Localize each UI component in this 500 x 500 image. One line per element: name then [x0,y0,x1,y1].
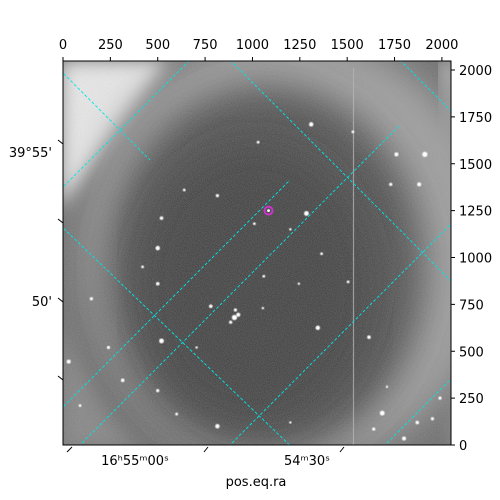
star [233,308,238,312]
star [159,338,164,344]
y-tick-label: 1000 [459,252,492,267]
star [215,424,220,429]
star [159,216,164,220]
dec-tick-label: 39°55' [9,146,52,161]
star [156,389,160,393]
dec-tick [57,375,64,381]
star [304,211,309,216]
star [120,378,125,383]
y-tick-label: 1500 [459,158,492,173]
grid-line [63,61,190,188]
star [385,385,389,389]
star [415,420,420,425]
y-tick-label: 500 [459,345,484,360]
star [346,280,350,284]
dec-tick-label: 50' [32,295,52,310]
ra-tick [66,446,73,453]
star [252,222,256,226]
x-tick-label: 500 [145,38,170,53]
y-tick-label: 250 [459,392,484,407]
star [261,306,265,310]
plot-frame [62,60,452,446]
star [394,152,399,157]
ra-tick-label: 54ᵐ30ˢ [284,454,330,469]
y-tick-label: 0 [459,439,467,454]
star [182,188,186,192]
coordinate-grid [63,61,451,445]
y-tick-label: 1250 [459,205,492,220]
ra-tick [339,446,345,453]
star [320,252,324,256]
star [372,427,376,431]
star [175,412,179,416]
grid-line [63,72,151,161]
star [402,436,407,441]
x-axis-label: pos.eq.ra [226,475,287,490]
grid-line [230,61,451,282]
x-tick-label: 1000 [236,38,269,53]
sky-image [63,61,451,445]
star [289,421,292,424]
stars-layer [66,122,442,441]
x-tick-label: 2000 [425,38,458,53]
grid-line [63,227,291,445]
grid-line [384,378,451,445]
star [430,417,435,421]
star [195,346,198,349]
star [66,359,71,364]
star [236,312,241,317]
source-marker-ring [263,205,274,216]
star [229,320,233,324]
x-tick-label: 750 [193,38,218,53]
ra-tick [203,446,209,453]
x-tick-label: 1250 [283,38,316,53]
star [297,282,301,285]
y-tick-label: 750 [459,298,484,313]
star [379,410,385,416]
star [422,151,428,157]
pixel-axis-ticks [62,57,455,446]
grid-line [63,179,291,408]
star [289,228,292,231]
grid-line [229,223,451,445]
dec-tick [57,297,64,303]
world-axis-ticks [57,139,345,453]
star [106,345,111,350]
source-marker-core [267,209,270,213]
star [308,122,314,127]
star [438,396,442,400]
star [78,404,82,408]
ra-tick-label: 16ʰ55ᵐ00ˢ [101,454,169,469]
y-tick-label: 2000 [459,64,492,79]
star [89,297,94,301]
x-tick-label: 1750 [378,38,411,53]
star [208,304,213,309]
star [231,314,238,321]
y-tick-label: 1750 [459,111,492,126]
dec-tick [57,218,64,224]
dec-tick [57,139,64,145]
star [262,274,266,278]
star [141,265,144,269]
star [351,130,355,134]
star [389,182,393,186]
pixel-axis-tick-labels: 0 250 500 750 1000 1250 1500 1750 2000 0 250 500 750… [59,38,492,454]
star [215,194,220,198]
x-tick-label: 0 [59,38,67,53]
star [155,245,160,251]
x-tick-label: 250 [98,38,123,53]
star [417,182,422,187]
x-tick-label: 1500 [331,38,364,53]
highlight-marker-layer [263,205,274,216]
grid-line [79,124,401,445]
star [315,325,321,331]
star [256,140,260,144]
grid-line [400,61,451,112]
star [367,335,371,339]
star [155,281,160,286]
